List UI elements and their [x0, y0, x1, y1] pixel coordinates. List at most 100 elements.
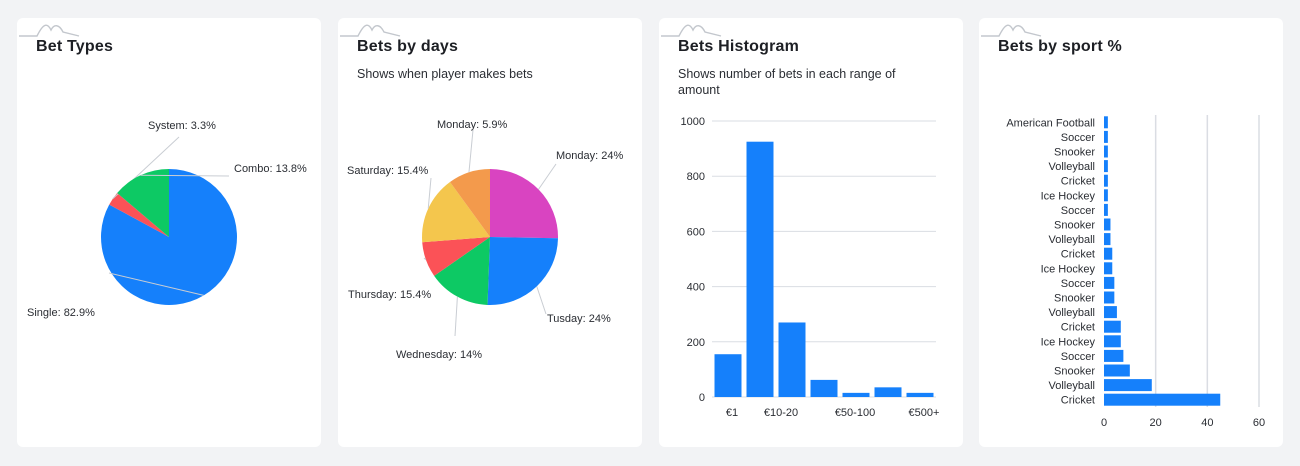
x-tick-label: €10-20	[764, 407, 798, 419]
bets-by-days-pie-chart: Monday: 24% Tusday: 24% Wednesday: 14% Thur…	[347, 119, 623, 361]
pie-slice	[487, 237, 558, 305]
slice-label: Single: 82.9%	[27, 307, 95, 319]
sport-label: Ice Hockey	[1041, 263, 1096, 275]
mountain-logo-icon	[661, 24, 722, 37]
sport-bar	[1104, 335, 1121, 348]
sport-bar	[1104, 203, 1108, 216]
card-title: Bets by days	[357, 38, 459, 55]
pie-slice	[449, 169, 490, 237]
sport-label: Soccer	[1061, 205, 1096, 217]
pie-slice	[117, 169, 169, 237]
slice-label: Saturday: 15.4%	[347, 165, 429, 177]
sport-label: Volleyball	[1049, 380, 1095, 392]
sport-label: Ice Hockey	[1041, 190, 1096, 202]
sport-bar	[1104, 276, 1115, 289]
slice-label: Tusday: 24%	[547, 313, 611, 325]
leader-line	[468, 129, 474, 173]
pie-slice	[109, 193, 169, 237]
card-subtitle: Shows number of bets in each range of am…	[678, 67, 896, 97]
sport-label: Snooker	[1054, 293, 1095, 305]
sport-bar	[1104, 247, 1113, 260]
mountain-logo-icon	[19, 24, 80, 37]
bet-types-pie-chart: Single: 82.9% System: 3.3% Combo: 13.8%	[27, 120, 307, 319]
leader-line	[427, 177, 432, 209]
sport-label: Cricket	[1061, 322, 1095, 334]
y-tick-label: 800	[687, 171, 705, 183]
x-tick-label: 60	[1253, 417, 1265, 429]
leader-line	[536, 286, 547, 315]
histogram-bar	[906, 392, 934, 397]
sport-bar	[1104, 189, 1108, 202]
leader-line	[108, 272, 204, 296]
sport-bar	[1104, 130, 1108, 143]
y-tick-label: 200	[687, 337, 705, 349]
y-tick-label: 1000	[681, 116, 705, 128]
sport-label: American Football	[1006, 117, 1095, 129]
x-tick-label: 20	[1150, 417, 1162, 429]
bets-by-sport-card: Bets by sport % 0 20 40 60 American Football…	[979, 18, 1283, 447]
slice-label: System: 3.3%	[148, 120, 216, 132]
sport-label: Snooker	[1054, 147, 1095, 159]
bet-types-card: Bet Types Single: 82.9% System: 3.3% Combo…	[17, 18, 321, 447]
mountain-logo-icon	[340, 24, 401, 37]
sport-label: Cricket	[1061, 249, 1095, 261]
sport-bar	[1104, 291, 1115, 304]
sport-bar	[1104, 262, 1113, 275]
bets-histogram-card: Bets Histogram Shows number of bets in e…	[659, 18, 963, 447]
sport-bar	[1104, 160, 1108, 173]
sport-bar	[1104, 320, 1121, 333]
bets-histogram-bar-chart: 0 200 400 600 800 1000 €1 €10-20 €50-100 €500+	[681, 116, 940, 419]
sport-bar	[1104, 233, 1111, 246]
sport-bar	[1104, 306, 1117, 319]
sport-bar	[1104, 393, 1221, 406]
card-title: Bet Types	[36, 38, 114, 55]
sport-label: Soccer	[1061, 351, 1096, 363]
slice-label: Monday: 24%	[556, 150, 623, 162]
x-tick-label: 0	[1101, 417, 1107, 429]
pie-slice	[490, 169, 558, 239]
x-tick-label: 40	[1201, 417, 1213, 429]
x-tick-label: €500+	[909, 407, 940, 419]
sport-bar	[1104, 174, 1108, 187]
pie-slice	[434, 237, 490, 305]
sport-label: Volleyball	[1049, 161, 1095, 173]
histogram-bar	[810, 379, 838, 397]
sport-label: Snooker	[1054, 366, 1095, 378]
pie-slice	[422, 182, 490, 243]
x-tick-label: €1	[726, 407, 738, 419]
y-tick-label: 0	[699, 392, 705, 404]
y-tick-label: 600	[687, 226, 705, 238]
histogram-bar	[874, 387, 902, 397]
sport-label: Cricket	[1061, 395, 1095, 407]
card-title: Bets by sport %	[998, 38, 1122, 55]
mountain-logo-icon	[981, 24, 1042, 37]
sport-label: Soccer	[1061, 278, 1096, 290]
y-tick-label: 400	[687, 282, 705, 294]
sport-bar	[1104, 379, 1152, 392]
leader-line	[538, 163, 557, 190]
slice-label: Thursday: 15.4%	[348, 289, 431, 301]
histogram-bar	[842, 392, 870, 397]
slice-label: Wednesday: 14%	[396, 349, 482, 361]
card-title: Bets Histogram	[678, 38, 800, 55]
leader-line	[454, 296, 458, 337]
sport-label: Cricket	[1061, 176, 1095, 188]
sport-bar	[1104, 364, 1130, 377]
slice-label: Monday: 5.9%	[437, 119, 508, 131]
x-tick-label: €50-100	[835, 407, 875, 419]
histogram-bar	[746, 141, 774, 397]
sport-label: Volleyball	[1049, 234, 1095, 246]
sport-bar	[1104, 116, 1108, 129]
histogram-bar	[778, 322, 806, 397]
leader-line	[423, 257, 427, 261]
leader-line	[140, 174, 230, 177]
bets-by-days-card: Bets by days Shows when player makes bet…	[338, 18, 642, 447]
histogram-bar	[714, 354, 742, 397]
slice-label: Combo: 13.8%	[234, 163, 307, 175]
sport-bar	[1104, 145, 1108, 158]
sport-label: Snooker	[1054, 220, 1095, 232]
bets-by-sport-bar-chart: 0 20 40 60 American Football Soccer Snooker Vol…	[1006, 115, 1265, 429]
pie-slice	[422, 237, 490, 276]
sport-label: Soccer	[1061, 132, 1096, 144]
sport-bar	[1104, 218, 1111, 231]
